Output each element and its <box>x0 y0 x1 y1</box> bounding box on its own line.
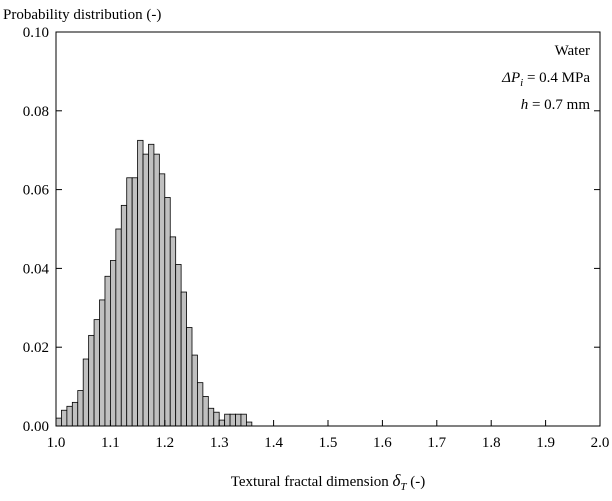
histogram-bar <box>99 299 106 427</box>
x-tick-label: 2.0 <box>591 435 610 451</box>
histogram-bar <box>88 334 95 427</box>
annotation-block: Water ΔPi = 0.4 MPa h = 0.7 mm <box>501 43 590 113</box>
x-tick-label: 1.6 <box>373 435 392 451</box>
y-tick-label: 0.08 <box>23 104 49 120</box>
y-axis-title: Probability distribution (-) <box>3 7 161 23</box>
histogram-bar <box>82 358 90 427</box>
annotation-pressure-symbol: ΔP <box>501 70 520 86</box>
annotation-pressure: ΔPi = 0.4 MPa <box>501 70 590 89</box>
histogram-bar <box>93 319 100 427</box>
histogram-bar <box>110 260 117 427</box>
histogram-bar <box>202 396 209 427</box>
x-tick-label: 1.8 <box>482 435 501 451</box>
plot-frame <box>55 31 601 427</box>
histogram-bar <box>245 421 253 427</box>
histogram-bar <box>164 197 171 427</box>
histogram-bar <box>218 419 226 427</box>
histogram-bar <box>61 409 68 427</box>
x-tick-label: 1.5 <box>319 435 338 451</box>
histogram-bar <box>169 236 177 427</box>
histogram-bar <box>235 413 242 427</box>
x-axis-title-subscript: T <box>400 481 407 493</box>
x-axis-title-text: Textural fractal dimension <box>231 474 393 490</box>
histogram-bars <box>55 139 253 427</box>
histogram-bar <box>191 354 198 427</box>
x-tick-label: 1.1 <box>101 435 120 451</box>
histogram-bar <box>55 417 62 427</box>
histogram-bar <box>175 264 182 427</box>
histogram-bar <box>77 390 84 427</box>
x-axis-title: Textural fractal dimension δT (-) <box>231 471 426 493</box>
y-tick-label: 0.06 <box>23 183 50 199</box>
y-tick-labels: 0.00 0.02 0.04 0.06 0.08 0.10 <box>23 25 50 435</box>
x-tick-labels: 1.0 1.1 1.2 1.3 1.4 1.5 1.6 1.7 1.8 1.9 2.0 <box>47 435 610 451</box>
histogram-bar <box>186 327 193 427</box>
histogram-bar <box>137 139 144 427</box>
histogram-bar <box>71 401 79 427</box>
histogram-bar <box>229 413 236 427</box>
x-tick-label: 1.9 <box>536 435 555 451</box>
y-tick-label: 0.00 <box>23 419 49 435</box>
histogram-bar <box>104 275 111 427</box>
histogram-bar <box>224 413 231 427</box>
x-tick-label: 1.7 <box>427 435 446 451</box>
annotation-gap-symbol: h <box>521 97 529 113</box>
annotation-gap: h = 0.7 mm <box>521 97 591 113</box>
annotation-pressure-subscript: i <box>520 77 523 89</box>
histogram-bar <box>115 228 122 427</box>
histogram-bar <box>120 204 128 427</box>
histogram-bar <box>158 173 166 427</box>
x-axis-title-unit: (-) <box>407 474 426 490</box>
x-tick-label: 1.2 <box>155 435 174 451</box>
y-tick-label: 0.04 <box>23 261 50 277</box>
histogram-bar <box>240 413 247 427</box>
annotation-pressure-value: = 0.4 MPa <box>523 70 590 86</box>
histogram-bar <box>142 153 149 427</box>
histogram-bar <box>131 177 139 427</box>
annotation-fluid: Water <box>555 43 590 59</box>
histogram-bar <box>180 291 187 427</box>
x-tick-label: 1.0 <box>47 435 66 451</box>
histogram-bar <box>126 177 133 427</box>
histogram-bar <box>66 405 73 427</box>
y-tick-label: 0.10 <box>23 25 49 41</box>
y-tick-label: 0.02 <box>23 340 49 356</box>
histogram-bar <box>153 153 160 427</box>
annotation-gap-value: = 0.7 mm <box>528 97 590 113</box>
histogram-bar <box>197 382 204 427</box>
delta-symbol: δ <box>393 471 402 490</box>
x-tick-label: 1.3 <box>210 435 229 451</box>
x-tick-label: 1.4 <box>264 435 283 451</box>
histogram-bar <box>213 411 220 427</box>
histogram-bar <box>207 407 215 427</box>
histogram-bar <box>148 143 155 427</box>
